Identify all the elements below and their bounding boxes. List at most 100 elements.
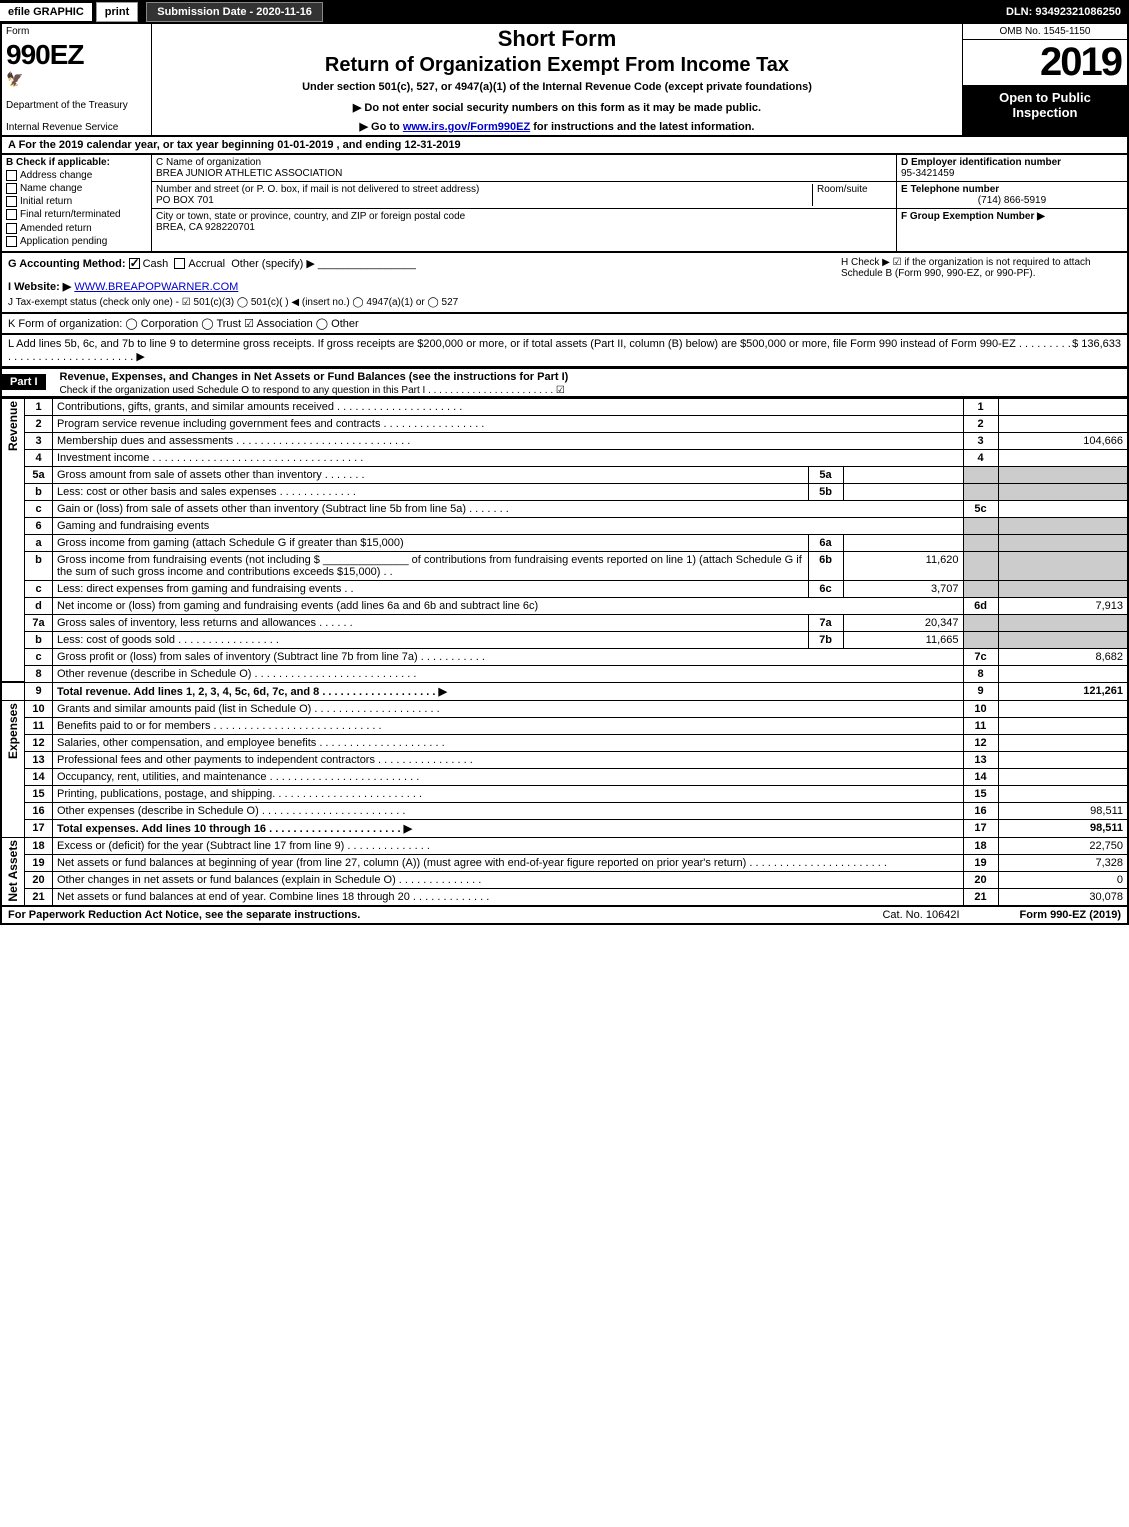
row-3: 3Membership dues and assessments . . . .… (1, 432, 1128, 449)
box-c: C Name of organization BREA JUNIOR ATHLE… (152, 155, 897, 251)
footer: For Paperwork Reduction Act Notice, see … (0, 907, 1129, 925)
chk-amended[interactable]: Amended return (6, 223, 147, 234)
row-5b: bLess: cost or other basis and sales exp… (1, 483, 1128, 500)
omb-number: OMB No. 1545-1150 (963, 24, 1127, 40)
tax-year: 2019 (963, 40, 1127, 86)
form-header: Form 990EZ 🦅 Department of the Treasury … (0, 24, 1129, 137)
chk-initial-return[interactable]: Initial return (6, 196, 147, 207)
addr-val: PO BOX 701 (156, 195, 812, 206)
part1-header: Part I Revenue, Expenses, and Changes in… (0, 368, 1129, 398)
goto-instruction: ▶ Go to www.irs.gov/Form990EZ for instru… (360, 120, 755, 133)
room-suite: Room/suite (812, 184, 892, 206)
row-17: 17Total expenses. Add lines 10 through 1… (1, 819, 1128, 837)
chk-cash[interactable] (129, 258, 140, 269)
irs-link[interactable]: www.irs.gov/Form990EZ (403, 121, 530, 133)
header-right: OMB No. 1545-1150 2019 Open to Public In… (962, 24, 1127, 135)
row-18: Net Assets 18Excess or (deficit) for the… (1, 837, 1128, 854)
chk-app-pending[interactable]: Application pending (6, 236, 147, 247)
ein-row: D Employer identification number 95-3421… (897, 155, 1127, 182)
l-line: L Add lines 5b, 6c, and 7b to line 9 to … (0, 335, 1129, 368)
box-b: B Check if applicable: Address change Na… (2, 155, 152, 251)
row-6a: aGross income from gaming (attach Schedu… (1, 534, 1128, 551)
goto-pre: ▶ Go to (360, 121, 403, 133)
j-line: J Tax-exempt status (check only one) - ☑… (8, 297, 841, 308)
row-21: 21Net assets or fund balances at end of … (1, 888, 1128, 906)
group-exempt-row: F Group Exemption Number ▶ (897, 209, 1127, 224)
row-11: 11Benefits paid to or for members . . . … (1, 717, 1128, 734)
part1-check: Check if the organization used Schedule … (54, 385, 1127, 396)
chk-address-change[interactable]: Address change (6, 170, 147, 181)
chk-name-change[interactable]: Name change (6, 183, 147, 194)
row-5a: 5aGross amount from sale of assets other… (1, 466, 1128, 483)
f-label: F Group Exemption Number ▶ (901, 211, 1045, 222)
goto-post: for instructions and the latest informat… (530, 121, 754, 133)
chk-accrual[interactable] (174, 258, 185, 269)
l-val: $ 136,633 (1072, 338, 1121, 363)
ein-val: 95-3421459 (901, 168, 1123, 179)
efile-label: efile GRAPHIC (0, 3, 92, 21)
phone-row: E Telephone number (714) 866-5919 (897, 182, 1127, 209)
city-val: BREA, CA 928220701 (156, 222, 892, 233)
city-label: City or town, state or province, country… (156, 211, 892, 222)
d-label: D Employer identification number (901, 157, 1123, 168)
dept-treasury: Department of the Treasury (6, 100, 147, 111)
row-9: 9Total revenue. Add lines 1, 2, 3, 4, 5c… (1, 682, 1128, 700)
form-number: 990EZ (6, 39, 147, 71)
row-2: 2Program service revenue including gover… (1, 415, 1128, 432)
e-label: E Telephone number (901, 184, 1123, 195)
footer-right: Form 990-EZ (2019) (1020, 909, 1121, 921)
row-14: 14Occupancy, rent, utilities, and mainte… (1, 768, 1128, 785)
ssn-warning: ▶ Do not enter social security numbers o… (353, 101, 761, 114)
g-label: G Accounting Method: (8, 258, 126, 270)
g-left: G Accounting Method: Cash Accrual Other … (8, 257, 841, 308)
row-20: 20Other changes in net assets or fund ba… (1, 871, 1128, 888)
row-6b: bGross income from fundraising events (n… (1, 551, 1128, 580)
irs-label: Internal Revenue Service (6, 122, 147, 133)
section-gh: G Accounting Method: Cash Accrual Other … (0, 253, 1129, 314)
main-title: Return of Organization Exempt From Incom… (325, 54, 789, 77)
row-7a: 7aGross sales of inventory, less returns… (1, 614, 1128, 631)
part1-title: Revenue, Expenses, and Changes in Net As… (54, 369, 1127, 385)
row-1: Revenue 1 Contributions, gifts, grants, … (1, 398, 1128, 415)
footer-left: For Paperwork Reduction Act Notice, see … (8, 909, 882, 921)
addr-row: Number and street (or P. O. box, if mail… (152, 182, 896, 209)
row-6: 6Gaming and fundraising events (1, 517, 1128, 534)
row-16: 16Other expenses (describe in Schedule O… (1, 802, 1128, 819)
phone-val: (714) 866-5919 (901, 195, 1123, 206)
vert-expenses: Expenses (6, 703, 20, 759)
c-label: C Name of organization (156, 157, 892, 168)
i-label: I Website: ▶ (8, 281, 71, 293)
chk-final-return[interactable]: Final return/terminated (6, 209, 147, 220)
print-button[interactable]: print (96, 2, 138, 22)
subtitle: Under section 501(c), 527, or 4947(a)(1)… (302, 81, 812, 93)
city-row: City or town, state or province, country… (152, 209, 896, 235)
org-name-row: C Name of organization BREA JUNIOR ATHLE… (152, 155, 896, 182)
box-d: D Employer identification number 95-3421… (897, 155, 1127, 251)
k-line: K Form of organization: ◯ Corporation ◯ … (0, 314, 1129, 335)
form-word: Form (6, 26, 147, 37)
g-other: Other (specify) ▶ (231, 258, 315, 270)
h-box: H Check ▶ ☑ if the organization is not r… (841, 257, 1121, 308)
addr-label: Number and street (or P. O. box, if mail… (156, 184, 812, 195)
footer-mid: Cat. No. 10642I (882, 909, 959, 921)
row-13: 13Professional fees and other payments t… (1, 751, 1128, 768)
dln-label: DLN: 93492321086250 (1006, 6, 1129, 18)
row-8: 8Other revenue (describe in Schedule O) … (1, 665, 1128, 682)
row-12: 12Salaries, other compensation, and empl… (1, 734, 1128, 751)
row-10: Expenses 10Grants and similar amounts pa… (1, 700, 1128, 717)
row-6c: cLess: direct expenses from gaming and f… (1, 580, 1128, 597)
submission-date: Submission Date - 2020-11-16 (146, 2, 323, 22)
l-text: L Add lines 5b, 6c, and 7b to line 9 to … (8, 338, 1072, 363)
short-form-title: Short Form (498, 26, 617, 52)
header-left: Form 990EZ 🦅 Department of the Treasury … (2, 24, 152, 135)
row-6d: dNet income or (loss) from gaming and fu… (1, 597, 1128, 614)
box-b-title: B Check if applicable: (6, 157, 147, 168)
line-a: A For the 2019 calendar year, or tax yea… (0, 137, 1129, 155)
header-mid: Short Form Return of Organization Exempt… (152, 24, 962, 135)
part1-label: Part I (2, 374, 46, 390)
open-public-badge: Open to Public Inspection (963, 86, 1127, 135)
info-section: B Check if applicable: Address change Na… (0, 155, 1129, 253)
vert-revenue: Revenue (6, 401, 20, 451)
row-7b: bLess: cost of goods sold . . . . . . . … (1, 631, 1128, 648)
website-link[interactable]: WWW.BREAPOPWARNER.COM (74, 281, 238, 293)
